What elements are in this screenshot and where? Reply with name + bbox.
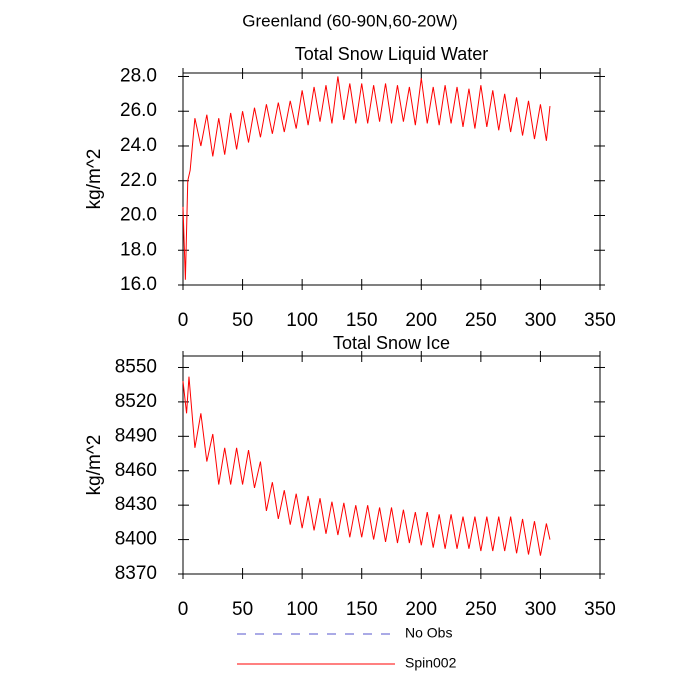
y-tick-label: 8370 [115, 563, 157, 584]
x-tick-label: 200 [405, 599, 437, 620]
x-tick-label: 150 [346, 599, 378, 620]
x-tick-label: 300 [525, 599, 557, 620]
x-tick-label: 300 [525, 310, 557, 331]
x-tick-label: 0 [178, 310, 189, 331]
y-tick-label: 18.0 [120, 239, 157, 260]
panel-title: Total Snow Ice [333, 333, 450, 353]
y-tick-label: 20.0 [120, 205, 157, 226]
x-tick-label: 100 [286, 599, 318, 620]
y-tick-label: 16.0 [120, 274, 157, 295]
y-tick-label: 8550 [115, 356, 157, 377]
x-tick-label: 50 [232, 310, 253, 331]
y-axis-label: kg/m^2 [84, 435, 105, 496]
data-line [182, 376, 551, 556]
legend-label: No Obs [405, 625, 452, 641]
y-tick-label: 8400 [115, 529, 157, 550]
figure-title: Greenland (60-90N,60-20W) [242, 11, 457, 30]
y-tick-label: 22.0 [120, 170, 157, 191]
x-tick-label: 350 [584, 310, 616, 331]
y-tick-label: 8520 [115, 391, 157, 412]
x-tick-label: 250 [465, 310, 497, 331]
legend-label: Spin002 [405, 655, 457, 671]
x-tick-label: 150 [346, 310, 378, 331]
y-tick-label: 8460 [115, 460, 157, 481]
x-tick-label: 0 [178, 599, 189, 620]
y-tick-label: 8430 [115, 494, 157, 515]
data-line [182, 76, 551, 280]
x-tick-label: 50 [232, 599, 253, 620]
x-tick-label: 100 [286, 310, 318, 331]
plot-frame [182, 355, 601, 575]
x-tick-label: 350 [584, 599, 616, 620]
y-tick-label: 24.0 [120, 135, 157, 156]
y-tick-label: 28.0 [120, 65, 157, 86]
panel-title: Total Snow Liquid Water [295, 44, 488, 64]
x-tick-label: 200 [405, 310, 437, 331]
y-tick-label: 8490 [115, 425, 157, 446]
y-tick-label: 26.0 [120, 100, 157, 121]
plot-frame [182, 72, 601, 286]
x-tick-label: 250 [465, 599, 497, 620]
y-axis-label: kg/m^2 [84, 149, 105, 210]
